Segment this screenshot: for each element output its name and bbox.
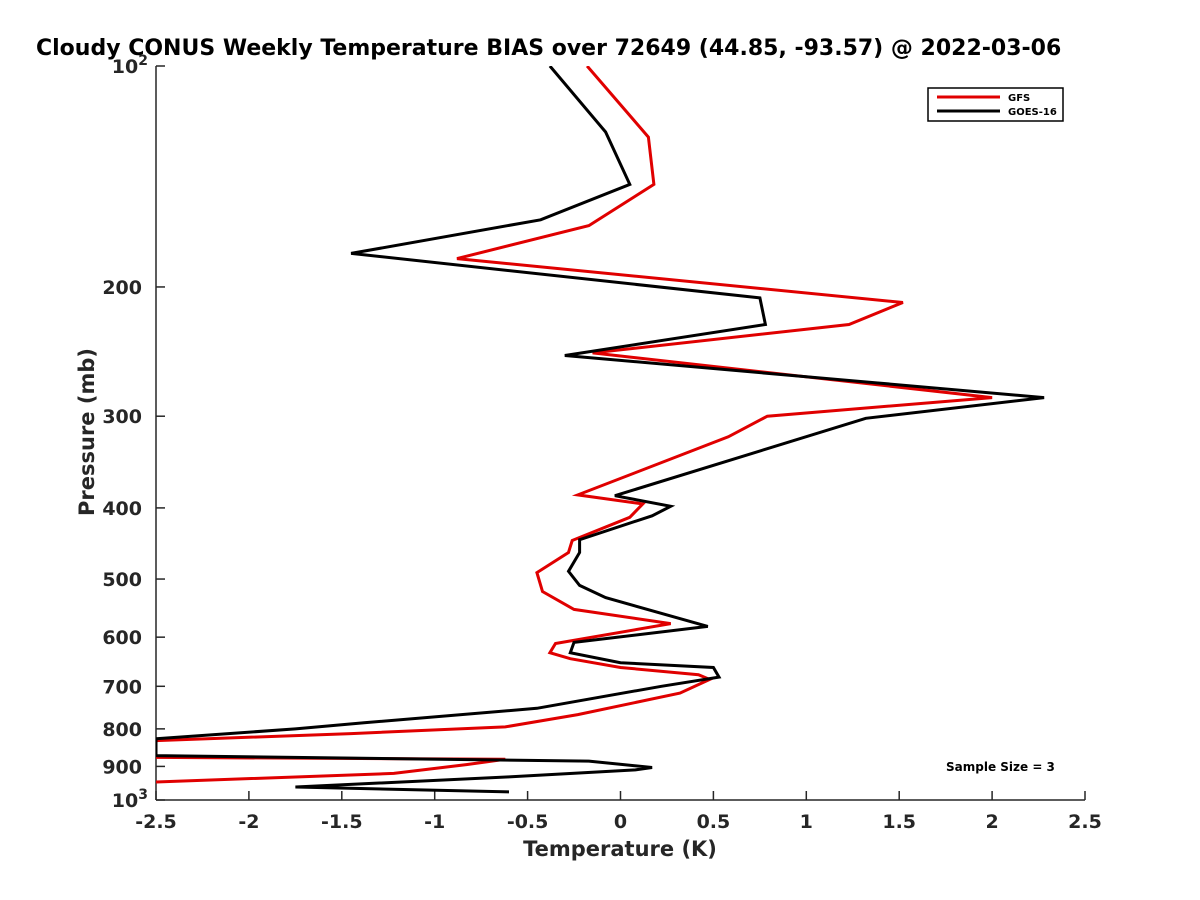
x-tick-label: 2.5 bbox=[1068, 811, 1102, 833]
x-tick-label: -2.5 bbox=[135, 811, 177, 833]
y-tick-label: 500 bbox=[102, 569, 142, 591]
y-axis-title: Pressure (mb) bbox=[75, 348, 99, 516]
sample-size-annotation: Sample Size = 3 bbox=[946, 760, 1055, 774]
y-tick-label: 600 bbox=[102, 627, 142, 649]
series-line-goes-16 bbox=[156, 66, 1045, 794]
y-tick-label: 800 bbox=[102, 719, 142, 741]
y-tick-label: 300 bbox=[102, 406, 142, 428]
chart-title: Cloudy CONUS Weekly Temperature BIAS ove… bbox=[36, 36, 1061, 61]
y-tick-label: 200 bbox=[102, 277, 142, 299]
x-tick-label: -1.5 bbox=[321, 811, 363, 833]
x-tick-label: 0 bbox=[614, 811, 627, 833]
y-tick-label: 102 bbox=[112, 53, 148, 78]
x-tick-label: -0.5 bbox=[507, 811, 549, 833]
legend-label-goes-16: GOES-16 bbox=[1008, 107, 1057, 118]
y-tick-label: 700 bbox=[102, 676, 142, 698]
y-tick-label: 900 bbox=[102, 756, 142, 778]
x-tick-label: 1 bbox=[800, 811, 813, 833]
x-tick-label: -2 bbox=[238, 811, 259, 833]
x-axis-title: Temperature (K) bbox=[523, 837, 717, 861]
plot-area: -2.5 -2 -1.5 -1 -0.5 0 0.5 1 1.5 2 2.5 102 200 300 400… bbox=[102, 53, 1102, 833]
y-tick-label: 103 bbox=[112, 787, 148, 812]
legend-label-gfs: GFS bbox=[1008, 93, 1030, 104]
series-group bbox=[156, 66, 1045, 794]
y-tick-label: 400 bbox=[102, 498, 142, 520]
legend-box bbox=[927, 87, 1064, 122]
x-tick-label: 0.5 bbox=[697, 811, 731, 833]
x-tick-label: -1 bbox=[424, 811, 445, 833]
x-tick-label: 1.5 bbox=[882, 811, 916, 833]
legend: GFS GOES-16 bbox=[927, 87, 1064, 122]
x-tick-label: 2 bbox=[985, 811, 998, 833]
series-line-gfs bbox=[156, 66, 993, 784]
